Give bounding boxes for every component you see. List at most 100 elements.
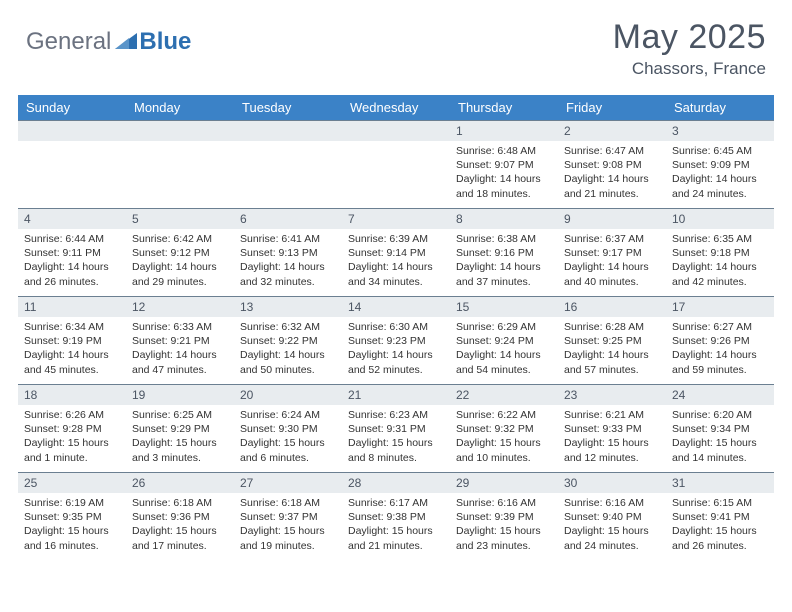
day-cell: 8Sunrise: 6:38 AMSunset: 9:16 PMDaylight…	[450, 209, 558, 297]
day-details	[234, 141, 342, 148]
day-number: 31	[666, 473, 774, 493]
day-details: Sunrise: 6:22 AMSunset: 9:32 PMDaylight:…	[450, 405, 558, 469]
sunset-line: Sunset: 9:40 PM	[564, 510, 660, 524]
day-cell: 17Sunrise: 6:27 AMSunset: 9:26 PMDayligh…	[666, 297, 774, 385]
sunset-line: Sunset: 9:33 PM	[564, 422, 660, 436]
week-row: 4Sunrise: 6:44 AMSunset: 9:11 PMDaylight…	[18, 209, 774, 297]
day-number: 5	[126, 209, 234, 229]
daylight-line: Daylight: 15 hours and 21 minutes.	[348, 524, 444, 552]
sunset-line: Sunset: 9:22 PM	[240, 334, 336, 348]
sunrise-line: Sunrise: 6:26 AM	[24, 408, 120, 422]
calendar-body: ....1Sunrise: 6:48 AMSunset: 9:07 PMDayl…	[18, 121, 774, 561]
day-cell: 16Sunrise: 6:28 AMSunset: 9:25 PMDayligh…	[558, 297, 666, 385]
logo-triangle-icon	[115, 31, 137, 54]
sunrise-line: Sunrise: 6:48 AM	[456, 144, 552, 158]
day-details	[342, 141, 450, 148]
day-cell: 13Sunrise: 6:32 AMSunset: 9:22 PMDayligh…	[234, 297, 342, 385]
day-number: 23	[558, 385, 666, 405]
day-header-row: Sunday Monday Tuesday Wednesday Thursday…	[18, 95, 774, 121]
day-cell: 24Sunrise: 6:20 AMSunset: 9:34 PMDayligh…	[666, 385, 774, 473]
day-cell: 9Sunrise: 6:37 AMSunset: 9:17 PMDaylight…	[558, 209, 666, 297]
sunset-line: Sunset: 9:17 PM	[564, 246, 660, 260]
day-cell: .	[234, 121, 342, 209]
daylight-line: Daylight: 14 hours and 52 minutes.	[348, 348, 444, 376]
sunrise-line: Sunrise: 6:45 AM	[672, 144, 768, 158]
day-details: Sunrise: 6:20 AMSunset: 9:34 PMDaylight:…	[666, 405, 774, 469]
sunrise-line: Sunrise: 6:33 AM	[132, 320, 228, 334]
day-details: Sunrise: 6:24 AMSunset: 9:30 PMDaylight:…	[234, 405, 342, 469]
day-details: Sunrise: 6:21 AMSunset: 9:33 PMDaylight:…	[558, 405, 666, 469]
sunrise-line: Sunrise: 6:34 AM	[24, 320, 120, 334]
day-number: 30	[558, 473, 666, 493]
day-number: 18	[18, 385, 126, 405]
sunrise-line: Sunrise: 6:17 AM	[348, 496, 444, 510]
day-cell: 7Sunrise: 6:39 AMSunset: 9:14 PMDaylight…	[342, 209, 450, 297]
day-details: Sunrise: 6:18 AMSunset: 9:37 PMDaylight:…	[234, 493, 342, 557]
day-details: Sunrise: 6:17 AMSunset: 9:38 PMDaylight:…	[342, 493, 450, 557]
sunrise-line: Sunrise: 6:29 AM	[456, 320, 552, 334]
day-cell: 21Sunrise: 6:23 AMSunset: 9:31 PMDayligh…	[342, 385, 450, 473]
sunset-line: Sunset: 9:31 PM	[348, 422, 444, 436]
day-cell: 2Sunrise: 6:47 AMSunset: 9:08 PMDaylight…	[558, 121, 666, 209]
day-number: 22	[450, 385, 558, 405]
day-details: Sunrise: 6:26 AMSunset: 9:28 PMDaylight:…	[18, 405, 126, 469]
day-cell: 12Sunrise: 6:33 AMSunset: 9:21 PMDayligh…	[126, 297, 234, 385]
sunset-line: Sunset: 9:30 PM	[240, 422, 336, 436]
day-cell: 14Sunrise: 6:30 AMSunset: 9:23 PMDayligh…	[342, 297, 450, 385]
day-details: Sunrise: 6:16 AMSunset: 9:39 PMDaylight:…	[450, 493, 558, 557]
day-details: Sunrise: 6:34 AMSunset: 9:19 PMDaylight:…	[18, 317, 126, 381]
day-number: 8	[450, 209, 558, 229]
sunrise-line: Sunrise: 6:22 AM	[456, 408, 552, 422]
sunset-line: Sunset: 9:12 PM	[132, 246, 228, 260]
day-cell: 26Sunrise: 6:18 AMSunset: 9:36 PMDayligh…	[126, 473, 234, 561]
col-wednesday: Wednesday	[342, 95, 450, 121]
daylight-line: Daylight: 15 hours and 6 minutes.	[240, 436, 336, 464]
calendar-table: Sunday Monday Tuesday Wednesday Thursday…	[18, 95, 774, 561]
daylight-line: Daylight: 14 hours and 26 minutes.	[24, 260, 120, 288]
week-row: 25Sunrise: 6:19 AMSunset: 9:35 PMDayligh…	[18, 473, 774, 561]
sunset-line: Sunset: 9:39 PM	[456, 510, 552, 524]
sunrise-line: Sunrise: 6:21 AM	[564, 408, 660, 422]
daylight-line: Daylight: 14 hours and 42 minutes.	[672, 260, 768, 288]
day-number: 7	[342, 209, 450, 229]
daylight-line: Daylight: 15 hours and 12 minutes.	[564, 436, 660, 464]
sunrise-line: Sunrise: 6:16 AM	[456, 496, 552, 510]
day-cell: 11Sunrise: 6:34 AMSunset: 9:19 PMDayligh…	[18, 297, 126, 385]
header: General Blue May 2025 Chassors, France	[0, 0, 792, 89]
day-details	[18, 141, 126, 148]
sunset-line: Sunset: 9:35 PM	[24, 510, 120, 524]
day-number: .	[342, 121, 450, 141]
day-number: 27	[234, 473, 342, 493]
sunset-line: Sunset: 9:37 PM	[240, 510, 336, 524]
day-details: Sunrise: 6:30 AMSunset: 9:23 PMDaylight:…	[342, 317, 450, 381]
col-friday: Friday	[558, 95, 666, 121]
daylight-line: Daylight: 15 hours and 19 minutes.	[240, 524, 336, 552]
day-number: 4	[18, 209, 126, 229]
col-saturday: Saturday	[666, 95, 774, 121]
sunset-line: Sunset: 9:13 PM	[240, 246, 336, 260]
sunrise-line: Sunrise: 6:27 AM	[672, 320, 768, 334]
daylight-line: Daylight: 14 hours and 21 minutes.	[564, 172, 660, 200]
daylight-line: Daylight: 14 hours and 59 minutes.	[672, 348, 768, 376]
day-number: 21	[342, 385, 450, 405]
day-number: .	[126, 121, 234, 141]
sunset-line: Sunset: 9:14 PM	[348, 246, 444, 260]
daylight-line: Daylight: 15 hours and 1 minute.	[24, 436, 120, 464]
day-cell: 20Sunrise: 6:24 AMSunset: 9:30 PMDayligh…	[234, 385, 342, 473]
daylight-line: Daylight: 14 hours and 47 minutes.	[132, 348, 228, 376]
day-number: 19	[126, 385, 234, 405]
sunset-line: Sunset: 9:19 PM	[24, 334, 120, 348]
day-cell: 29Sunrise: 6:16 AMSunset: 9:39 PMDayligh…	[450, 473, 558, 561]
day-details: Sunrise: 6:25 AMSunset: 9:29 PMDaylight:…	[126, 405, 234, 469]
day-number: 17	[666, 297, 774, 317]
sunrise-line: Sunrise: 6:47 AM	[564, 144, 660, 158]
week-row: 11Sunrise: 6:34 AMSunset: 9:19 PMDayligh…	[18, 297, 774, 385]
sunset-line: Sunset: 9:08 PM	[564, 158, 660, 172]
day-cell: 10Sunrise: 6:35 AMSunset: 9:18 PMDayligh…	[666, 209, 774, 297]
day-details: Sunrise: 6:27 AMSunset: 9:26 PMDaylight:…	[666, 317, 774, 381]
sunrise-line: Sunrise: 6:18 AM	[240, 496, 336, 510]
sunrise-line: Sunrise: 6:23 AM	[348, 408, 444, 422]
sunset-line: Sunset: 9:07 PM	[456, 158, 552, 172]
day-cell: 6Sunrise: 6:41 AMSunset: 9:13 PMDaylight…	[234, 209, 342, 297]
sunrise-line: Sunrise: 6:15 AM	[672, 496, 768, 510]
